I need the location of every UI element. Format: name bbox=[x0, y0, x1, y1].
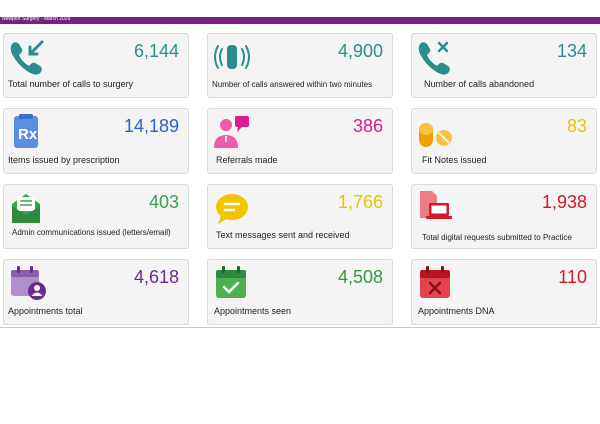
stat-label: Referrals made bbox=[216, 155, 278, 165]
stat-value: 14,189 bbox=[123, 116, 179, 136]
stat-value: 1,938 bbox=[541, 192, 587, 212]
stat-value: 4,508 bbox=[337, 267, 383, 287]
stat-tile-calls-abandoned: 134 Number of calls abandoned bbox=[411, 33, 597, 98]
incoming-call-icon bbox=[10, 40, 44, 75]
stat-label: Total number of calls to surgery bbox=[8, 79, 134, 89]
referral-doctor-icon bbox=[214, 116, 249, 148]
stat-label: Admin communications issued (letters/ema… bbox=[12, 228, 171, 237]
calendar-check-icon bbox=[216, 266, 246, 298]
stats-grid: 6,144 Total number of calls to surgery 4… bbox=[3, 33, 597, 325]
stat-tile-appointments-total: 4,618 Appointments total bbox=[3, 259, 189, 325]
stat-value: 4,618 bbox=[133, 267, 179, 287]
stat-label: Total digital requests submitted to Prac… bbox=[422, 233, 572, 242]
stat-value: 4,900 bbox=[337, 41, 383, 61]
chat-bubble-icon bbox=[216, 194, 248, 224]
stat-label: Text messages sent and received bbox=[216, 230, 350, 240]
ringing-phone-icon bbox=[214, 45, 250, 69]
stat-tile-admin-communications: 403 Admin communications issued (letters… bbox=[3, 184, 189, 249]
stat-label: Fit Notes issued bbox=[422, 155, 487, 165]
stat-value: 110 bbox=[558, 267, 587, 287]
pills-icon bbox=[419, 123, 452, 147]
stat-label: Number of calls abandoned bbox=[424, 79, 535, 89]
stat-value: 6,144 bbox=[133, 41, 179, 61]
stat-tile-referrals: 386 Referrals made bbox=[207, 108, 393, 174]
stat-value: 1,766 bbox=[337, 192, 383, 212]
stat-tile-appointments-seen: 4,508 Appointments seen bbox=[207, 259, 393, 325]
stat-value: 403 bbox=[148, 192, 179, 212]
stat-tile-prescriptions: Rx 14,189 Items issued by prescription bbox=[3, 108, 189, 174]
stat-tile-appointments-dna: 110 Appointments DNA bbox=[411, 259, 597, 325]
stat-label: Number of calls answered within two minu… bbox=[212, 80, 373, 89]
calendar-cross-icon bbox=[420, 266, 450, 298]
stat-label: Appointments DNA bbox=[418, 306, 495, 316]
header-title: Newport Surgery - March 2025 bbox=[2, 16, 71, 22]
stat-label: Items issued by prescription bbox=[8, 155, 120, 165]
stat-value: 386 bbox=[352, 116, 383, 136]
stat-value: 134 bbox=[556, 41, 587, 61]
svg-text:Rx: Rx bbox=[18, 126, 38, 143]
stat-label: Appointments total bbox=[8, 306, 83, 316]
stat-tile-text-messages: 1,766 Text messages sent and received bbox=[207, 184, 393, 249]
stat-tile-fit-notes: 83 Fit Notes issued bbox=[411, 108, 597, 174]
header-bar: Newport Surgery - March 2025 bbox=[0, 16, 600, 24]
stat-label: Appointments seen bbox=[214, 306, 292, 316]
prescription-icon: Rx bbox=[14, 114, 38, 148]
envelope-icon bbox=[12, 194, 40, 223]
stat-tile-calls-total: 6,144 Total number of calls to surgery bbox=[3, 33, 189, 98]
calendar-user-icon bbox=[11, 266, 46, 300]
stat-tile-digital-requests: 1,938 Total digital requests submitted t… bbox=[411, 184, 597, 249]
stat-value: 83 bbox=[566, 116, 587, 136]
divider bbox=[0, 327, 600, 328]
stat-tile-calls-answered: 4,900 Number of calls answered within tw… bbox=[207, 33, 393, 98]
digital-request-icon bbox=[420, 191, 452, 219]
missed-call-icon bbox=[418, 41, 450, 75]
